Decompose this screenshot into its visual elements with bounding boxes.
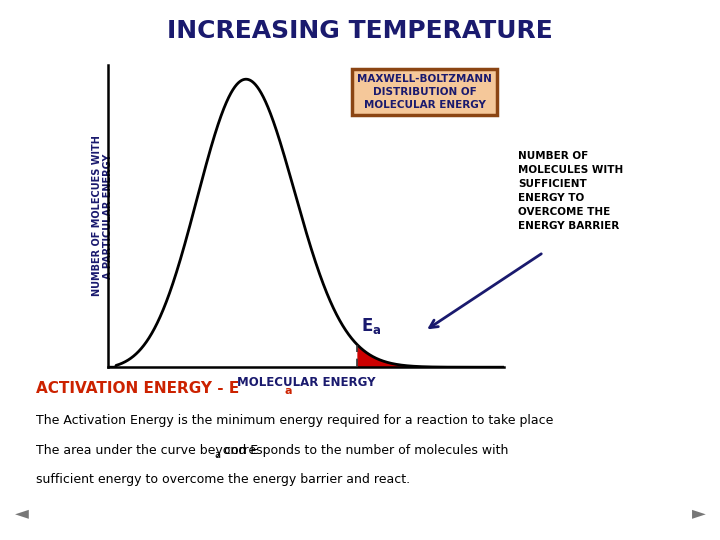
X-axis label: MOLECULAR ENERGY: MOLECULAR ENERGY [237, 375, 375, 389]
Text: corresponds to the number of molecules with: corresponds to the number of molecules w… [220, 444, 509, 457]
Text: ◄: ◄ [14, 504, 29, 522]
Y-axis label: NUMBER OF MOLECUES WITH
A PARTICULAR ENERGY: NUMBER OF MOLECUES WITH A PARTICULAR ENE… [91, 136, 113, 296]
Text: The area under the curve beyond E: The area under the curve beyond E [36, 444, 258, 457]
Text: ACTIVATION ENERGY - E: ACTIVATION ENERGY - E [36, 381, 239, 396]
Text: a: a [284, 386, 292, 396]
Text: ►: ► [691, 504, 706, 522]
Text: sufficient energy to overcome the energy barrier and react.: sufficient energy to overcome the energy… [36, 472, 410, 485]
Text: The Activation Energy is the minimum energy required for a reaction to take plac: The Activation Energy is the minimum ene… [36, 414, 554, 427]
Text: NUMBER OF
MOLECULES WITH
SUFFICIENT
ENERGY TO
OVERCOME THE
ENERGY BARRIER: NUMBER OF MOLECULES WITH SUFFICIENT ENER… [518, 151, 624, 231]
Text: INCREASING TEMPERATURE: INCREASING TEMPERATURE [167, 19, 553, 43]
Text: $\mathbf{E_a}$: $\mathbf{E_a}$ [361, 316, 382, 336]
Text: a: a [215, 450, 220, 460]
Text: MAXWELL-BOLTZMANN
DISTRIBUTION OF
MOLECULAR ENERGY: MAXWELL-BOLTZMANN DISTRIBUTION OF MOLECU… [357, 74, 492, 110]
